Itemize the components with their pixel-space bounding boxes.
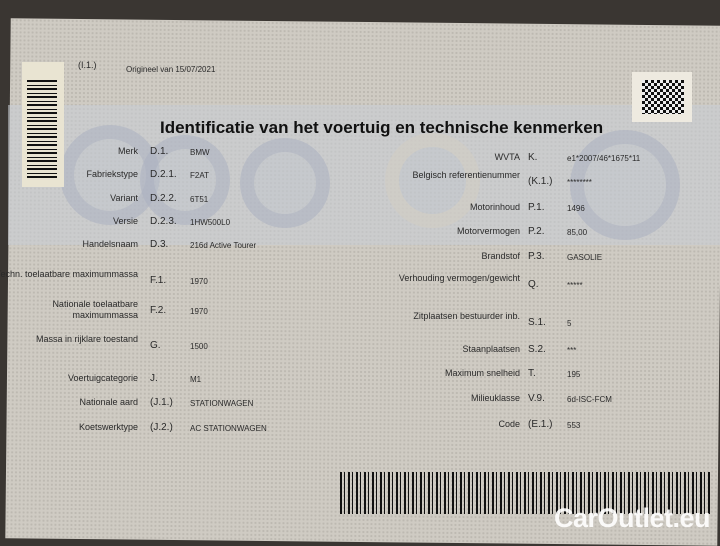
- document-ref: (I.1.): [78, 60, 97, 70]
- field-code: D.1.: [150, 146, 169, 157]
- field-code: P.3.: [528, 251, 545, 262]
- qr-code: [642, 80, 684, 114]
- field-value: 1970: [190, 277, 208, 286]
- field-label: Voertuigcategorie: [67, 373, 138, 383]
- field-value: 6d-ISC-FCM: [567, 395, 612, 404]
- field-value: AC STATIONWAGEN: [190, 424, 267, 433]
- field-label: Massa in rijklare toestand: [35, 334, 138, 344]
- field-value: e1*2007/46*1675*11: [567, 154, 641, 163]
- watermark-logo: CarOutlet.eu: [553, 503, 711, 533]
- field-label: Techn. toelaatbare maximummassa: [0, 269, 138, 279]
- vertical-barcode: [27, 80, 57, 178]
- wheel-watermark: [570, 130, 680, 240]
- field-label: Handelsnaam: [82, 239, 138, 249]
- field-code: P.2.: [528, 226, 545, 237]
- field-value: 216d Active Tourer: [190, 241, 257, 250]
- field-value: ***: [567, 346, 577, 355]
- field-code: F.2.: [150, 305, 167, 316]
- field-value: *****: [567, 281, 583, 290]
- field-code: V.9.: [528, 393, 545, 404]
- page-title: Identificatie van het voertuig en techni…: [160, 118, 604, 137]
- field-value: 1500: [190, 342, 208, 351]
- field-value: 1HW500L0: [190, 218, 231, 227]
- field-label: Code: [498, 419, 520, 429]
- field-label: Merk: [118, 146, 138, 156]
- field-value: 5: [567, 319, 572, 328]
- field-code: (J.1.): [150, 397, 173, 408]
- field-label: Verhouding vermogen/gewicht: [398, 273, 520, 283]
- field-value: STATIONWAGEN: [190, 399, 254, 408]
- field-value: 6T51: [190, 195, 209, 204]
- field-code: D.2.2.: [150, 193, 177, 204]
- field-value: 85,00: [567, 228, 588, 237]
- field-label: WVTA: [494, 152, 520, 162]
- field-value: 1496: [567, 204, 585, 213]
- original-date: Origineel van 15/07/2021: [126, 65, 216, 74]
- field-code: G.: [150, 340, 161, 351]
- field-value: 553: [567, 421, 581, 430]
- field-value: ********: [567, 178, 592, 187]
- field-value: 195: [567, 370, 581, 379]
- field-label: Motorinhoud: [469, 202, 520, 212]
- field-label: Milieuklasse: [470, 393, 520, 403]
- field-label: Belgisch referentienummer: [412, 170, 520, 180]
- field-code: D.2.1.: [150, 169, 177, 180]
- field-label: Brandstof: [481, 251, 520, 261]
- wheel-watermark: [240, 138, 330, 228]
- field-value: 1970: [190, 307, 208, 316]
- field-value: F2AT: [190, 171, 209, 180]
- field-code: Q.: [528, 279, 539, 290]
- field-label: Staanplaatsen: [462, 344, 520, 354]
- field-code: (J.2.): [150, 422, 173, 433]
- field-code: K.: [528, 152, 538, 163]
- field-label: Maximum snelheid: [444, 368, 520, 378]
- field-value: GASOLIE: [567, 253, 603, 262]
- field-code: S.1.: [528, 317, 546, 328]
- field-code: S.2.: [528, 344, 546, 355]
- bottom-barcode: [340, 472, 712, 514]
- field-label: Fabriekstype: [86, 169, 138, 179]
- field-label: Nationale aard: [79, 397, 138, 407]
- field-label: Variant: [110, 193, 138, 203]
- field-label: Zitplaatsen bestuurder inb.: [413, 311, 520, 321]
- field-label: Motorvermogen: [456, 226, 520, 236]
- field-value: M1: [190, 375, 202, 384]
- field-code: T.: [528, 368, 536, 379]
- field-label: Versie: [112, 216, 138, 226]
- field-code: J.: [150, 373, 158, 384]
- field-code: (K.1.): [528, 176, 553, 187]
- field-code: P.1.: [528, 202, 545, 213]
- registration-document: [5, 18, 720, 546]
- field-code: D.2.3.: [150, 216, 177, 227]
- field-code: F.1.: [150, 275, 167, 286]
- field-code: (E.1.): [528, 419, 553, 430]
- field-label: Nationale toelaatbare maximummassa: [52, 299, 138, 320]
- field-value: BMW: [190, 148, 210, 157]
- field-label: Koetswerktype: [78, 422, 138, 432]
- field-code: D.3.: [150, 239, 169, 250]
